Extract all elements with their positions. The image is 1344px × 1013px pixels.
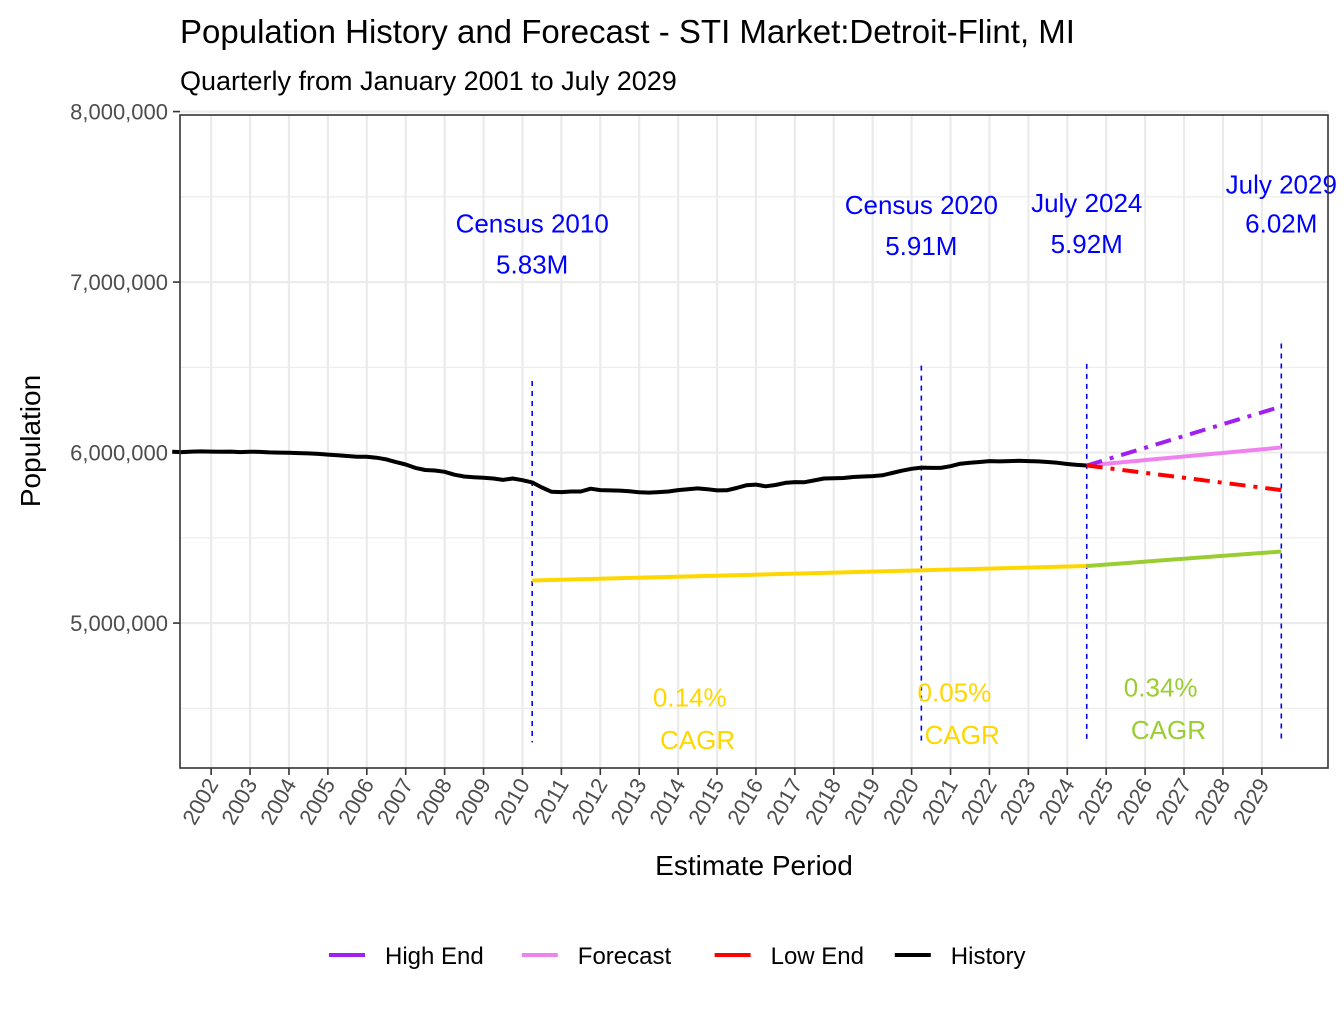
x-axis-title: Estimate Period bbox=[655, 850, 853, 881]
cagr-percent-label: 0.05% bbox=[918, 678, 992, 708]
annotation-value: 6.02M bbox=[1245, 209, 1317, 239]
y-tick-label: 7,000,000 bbox=[70, 270, 168, 295]
legend-label-forecast: Forecast bbox=[578, 943, 672, 970]
annotation-value: 5.92M bbox=[1051, 229, 1123, 259]
cagr-text-label: CAGR bbox=[1131, 715, 1206, 745]
series-line-low-end bbox=[1086, 463, 1282, 493]
grid-layer bbox=[180, 110, 1328, 768]
series-layer bbox=[172, 404, 1282, 583]
legend-label-high-end: High End bbox=[385, 943, 484, 970]
series-line-cagr-forecast-baseline bbox=[1086, 549, 1282, 568]
cagr-percent-label: 0.34% bbox=[1124, 672, 1198, 702]
annotation-label: July 2024 bbox=[1031, 188, 1142, 218]
annotation-value: 5.91M bbox=[885, 231, 957, 261]
annotation-label: Census 2020 bbox=[845, 190, 998, 220]
plot-panel-border bbox=[179, 114, 1329, 769]
reference-lines bbox=[531, 343, 1283, 743]
y-axis-title: Population bbox=[15, 375, 46, 507]
legend-label-history: History bbox=[951, 943, 1026, 970]
legend-label-low-end: Low End bbox=[771, 943, 864, 970]
y-tick-label: 8,000,000 bbox=[70, 100, 168, 125]
annotations: Census 2010 5.83M Census 2020 5.91M July 202… bbox=[456, 169, 1337, 755]
legend: High End Forecast Low End History bbox=[329, 943, 1025, 970]
y-axis: 5,000,000 6,000,000 7,000,000 8,000,000 bbox=[70, 100, 180, 636]
annotation-value: 5.83M bbox=[496, 250, 568, 280]
chart-title: Population History and Forecast - STI Ma… bbox=[180, 13, 1075, 50]
series-line-forecast bbox=[1086, 445, 1282, 468]
series-line-cagr-history-baseline bbox=[532, 564, 1087, 583]
y-tick-label: 5,000,000 bbox=[70, 611, 168, 636]
annotation-label: July 2029 bbox=[1226, 169, 1337, 199]
cagr-text-label: CAGR bbox=[925, 720, 1000, 750]
annotation-label: Census 2010 bbox=[456, 209, 609, 239]
cagr-percent-label: 0.14% bbox=[653, 683, 727, 713]
series-line-history bbox=[172, 449, 1087, 495]
cagr-text-label: CAGR bbox=[660, 725, 735, 755]
chart-subtitle: Quarterly from January 2001 to July 2029 bbox=[180, 66, 677, 96]
y-tick-label: 6,000,000 bbox=[70, 441, 168, 466]
series-line-high-end bbox=[1086, 404, 1282, 468]
